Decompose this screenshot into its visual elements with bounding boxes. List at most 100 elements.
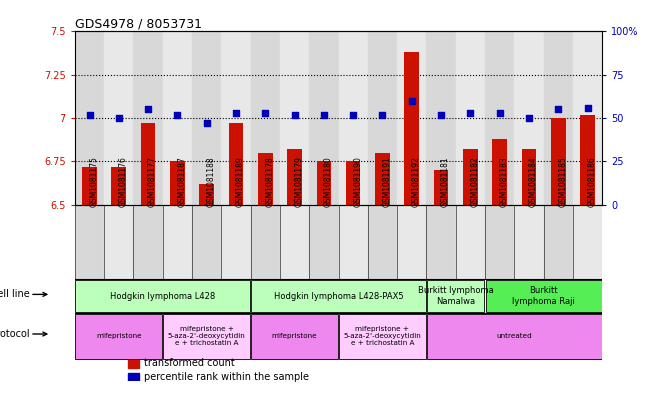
- Text: GSM1081187: GSM1081187: [178, 156, 186, 207]
- Point: [85, 112, 95, 118]
- Text: untreated: untreated: [497, 333, 532, 339]
- Bar: [251, 31, 280, 205]
- Bar: [251, 314, 338, 359]
- Bar: [397, 31, 426, 205]
- Text: GSM1081183: GSM1081183: [500, 156, 508, 207]
- Bar: [485, 205, 514, 279]
- Bar: [76, 280, 250, 312]
- Point: [114, 115, 124, 121]
- Text: GSM1081181: GSM1081181: [441, 156, 450, 207]
- Bar: [375, 153, 390, 205]
- Bar: [104, 31, 133, 205]
- Bar: [221, 31, 251, 205]
- Point: [465, 110, 476, 116]
- Bar: [544, 205, 573, 279]
- Bar: [339, 205, 368, 279]
- Bar: [163, 205, 192, 279]
- Text: Hodgkin lymphoma L428-PAX5: Hodgkin lymphoma L428-PAX5: [273, 292, 404, 301]
- Bar: [104, 205, 133, 279]
- Bar: [514, 205, 544, 279]
- Bar: [434, 170, 449, 205]
- Text: GSM1081180: GSM1081180: [324, 156, 333, 207]
- Text: GSM1081182: GSM1081182: [471, 156, 479, 207]
- Point: [348, 112, 358, 118]
- Point: [495, 110, 505, 116]
- Point: [406, 97, 417, 104]
- Text: mifepristone: mifepristone: [96, 333, 142, 339]
- Text: mifepristone: mifepristone: [271, 333, 318, 339]
- Text: GSM1081190: GSM1081190: [353, 156, 362, 207]
- Text: GSM1081185: GSM1081185: [559, 156, 567, 207]
- Text: GSM1081178: GSM1081178: [266, 156, 274, 207]
- Point: [583, 105, 593, 111]
- Bar: [229, 123, 243, 205]
- Point: [173, 112, 183, 118]
- Bar: [75, 31, 104, 205]
- Point: [231, 110, 242, 116]
- Bar: [192, 205, 221, 279]
- Point: [319, 112, 329, 118]
- Bar: [280, 31, 309, 205]
- Bar: [544, 31, 573, 205]
- Bar: [404, 52, 419, 205]
- Text: Burkitt lymphoma
Namalwa: Burkitt lymphoma Namalwa: [418, 286, 493, 306]
- Bar: [128, 359, 139, 367]
- Text: GSM1081188: GSM1081188: [207, 156, 215, 207]
- Bar: [492, 139, 507, 205]
- Bar: [514, 31, 544, 205]
- Bar: [258, 153, 273, 205]
- Text: GSM1081189: GSM1081189: [236, 156, 245, 207]
- Bar: [316, 162, 331, 205]
- Bar: [82, 167, 97, 205]
- Bar: [251, 280, 426, 312]
- Bar: [128, 373, 139, 381]
- Text: GSM1081186: GSM1081186: [588, 156, 596, 207]
- Bar: [426, 205, 456, 279]
- Point: [523, 115, 534, 121]
- Text: GSM1081175: GSM1081175: [90, 156, 98, 207]
- Bar: [397, 205, 426, 279]
- Bar: [426, 31, 456, 205]
- Bar: [287, 149, 302, 205]
- Bar: [346, 162, 361, 205]
- Bar: [551, 118, 566, 205]
- Text: GSM1081176: GSM1081176: [119, 156, 128, 207]
- Bar: [251, 205, 280, 279]
- Text: protocol: protocol: [0, 329, 30, 339]
- Bar: [463, 149, 478, 205]
- Text: GSM1081177: GSM1081177: [148, 156, 157, 207]
- Bar: [368, 31, 397, 205]
- Bar: [573, 205, 602, 279]
- Bar: [456, 31, 485, 205]
- Bar: [199, 184, 214, 205]
- Point: [260, 110, 271, 116]
- Text: cell line: cell line: [0, 289, 30, 299]
- Bar: [221, 205, 251, 279]
- Bar: [141, 123, 156, 205]
- Point: [436, 112, 447, 118]
- Bar: [280, 205, 309, 279]
- Bar: [339, 31, 368, 205]
- Text: Burkitt
lymphoma Raji: Burkitt lymphoma Raji: [512, 286, 575, 306]
- Bar: [521, 149, 536, 205]
- Bar: [133, 205, 163, 279]
- Text: mifepristone +
5-aza-2'-deoxycytidin
e + trichostatin A: mifepristone + 5-aza-2'-deoxycytidin e +…: [344, 326, 421, 346]
- Bar: [456, 205, 485, 279]
- Bar: [309, 31, 339, 205]
- Bar: [485, 31, 514, 205]
- Text: GSM1081192: GSM1081192: [412, 156, 421, 207]
- Bar: [486, 280, 602, 312]
- Text: GSM1081184: GSM1081184: [529, 156, 538, 207]
- Point: [378, 112, 388, 118]
- Bar: [580, 115, 595, 205]
- Bar: [75, 205, 104, 279]
- Text: transformed count: transformed count: [145, 358, 235, 369]
- Bar: [163, 314, 250, 359]
- Text: GSM1081191: GSM1081191: [383, 156, 391, 207]
- Bar: [76, 314, 162, 359]
- Bar: [192, 31, 221, 205]
- Bar: [427, 314, 602, 359]
- Bar: [368, 205, 397, 279]
- Bar: [111, 167, 126, 205]
- Point: [289, 112, 299, 118]
